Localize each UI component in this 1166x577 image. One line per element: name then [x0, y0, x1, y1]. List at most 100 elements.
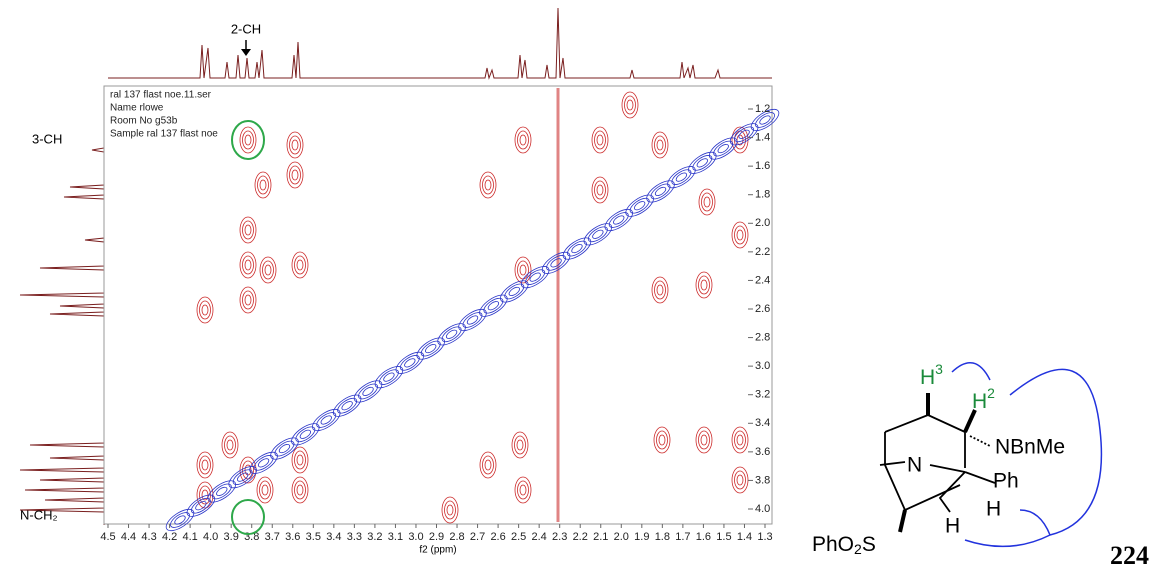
x-tick-label: 1.9 — [634, 531, 649, 543]
annotation: N-CH₂ — [20, 507, 58, 522]
atom-label: H — [945, 515, 960, 538]
cross-peak — [624, 95, 636, 115]
cross-peak — [201, 304, 209, 316]
x-tick-label: 4.4 — [121, 531, 136, 543]
diagonal-peak — [216, 486, 228, 497]
diagonal-peak — [383, 372, 395, 382]
x-tick-label: 2.0 — [614, 531, 629, 543]
cross-peak — [291, 476, 309, 504]
x-tick-label: 4.2 — [162, 531, 177, 543]
x-tick-label: 1.3 — [757, 531, 772, 543]
compound-number: 224 — [1110, 541, 1149, 570]
cross-peak — [254, 171, 272, 199]
annotation: 2-CH — [231, 21, 261, 36]
x-tick-label: 2.5 — [511, 531, 526, 543]
diagonal-peak — [717, 143, 729, 154]
cross-peak — [656, 430, 668, 450]
cross-peak — [286, 131, 304, 159]
diagonal-peak — [165, 508, 195, 532]
cross-peak — [196, 481, 214, 509]
diagonal-peak — [613, 215, 625, 225]
cross-peak — [700, 434, 708, 446]
diagonal-peak — [654, 186, 667, 197]
diagonal-peak — [257, 458, 270, 468]
cross-peak — [734, 225, 746, 245]
diagonal-peak — [353, 380, 383, 403]
diagonal-peak — [358, 383, 378, 400]
cross-peak — [291, 169, 299, 181]
x-tick-label: 2.3 — [552, 531, 567, 543]
cross-peak — [479, 171, 497, 199]
x-tick-label: 1.8 — [655, 531, 670, 543]
cross-peak — [516, 439, 524, 451]
x-tick-label: 3.6 — [285, 531, 300, 543]
cross-peak — [259, 179, 267, 191]
diagonal-peak — [404, 358, 416, 368]
cross-peak — [242, 130, 254, 150]
arrow-head — [241, 49, 251, 56]
diagonal-peak — [625, 194, 654, 217]
diagonal-peak — [604, 208, 633, 232]
x-tick-label: 4.0 — [203, 531, 218, 543]
cross-peak — [294, 480, 306, 500]
cross-peak — [196, 296, 214, 324]
cross-peak — [479, 451, 497, 479]
diagonal-peak — [395, 351, 425, 374]
peaks — [165, 91, 780, 532]
diagonal-peak — [207, 480, 237, 503]
atom-label: H3 — [920, 361, 943, 389]
diagonal-peak — [696, 158, 708, 168]
left-projection — [19, 95, 105, 525]
noe-arc — [951, 362, 991, 381]
diagonal-peak — [729, 123, 759, 146]
diagonal-peak — [479, 294, 508, 317]
cross-peak — [514, 126, 532, 154]
diagonal-peak — [500, 280, 529, 303]
y-tick-label: 2.0 — [755, 217, 770, 229]
diagonal-peak — [420, 340, 441, 357]
x-tick-label: 3.0 — [408, 531, 423, 543]
diagonal-peak — [458, 308, 487, 332]
diagonal-peak — [487, 301, 500, 311]
diagonal-peak — [341, 401, 353, 411]
bond — [938, 471, 996, 513]
cross-peak — [196, 451, 214, 479]
x-tick-label: 2.7 — [470, 531, 485, 543]
x-tick-label: 1.7 — [675, 531, 690, 543]
diagonal-peak — [520, 266, 550, 289]
cross-peak — [731, 426, 749, 454]
cross-peak — [296, 454, 304, 466]
top-projection — [108, 7, 772, 80]
plot-frame — [103, 85, 773, 525]
diagonal-peak — [667, 166, 696, 189]
diagonal-peak — [567, 240, 587, 257]
y-tick-label: 1.6 — [755, 160, 770, 172]
bond — [963, 409, 977, 433]
x-tick-label: 2.4 — [532, 531, 547, 543]
cross-peak — [294, 450, 306, 470]
diagonal-peak — [650, 183, 671, 200]
cross-peak — [594, 180, 606, 200]
diagonal-peak — [291, 423, 320, 446]
diagonal-peak — [441, 326, 462, 343]
y-tick-label: 1.2 — [755, 103, 770, 115]
cross-peak — [621, 91, 639, 119]
y-tick-label: 2.2 — [755, 246, 770, 258]
diagonal-peak — [332, 394, 362, 417]
x-tick-label: 3.3 — [347, 531, 362, 543]
bond — [879, 461, 966, 473]
cross-peak — [259, 480, 271, 500]
x-tick-label: 2.1 — [593, 531, 608, 543]
diagonal-peak — [483, 297, 504, 314]
cross-peak — [484, 179, 492, 191]
x-tick-label: 1.4 — [737, 531, 752, 543]
atom: S — [862, 533, 876, 556]
bond — [884, 414, 966, 468]
cross-peak — [734, 430, 746, 450]
x-tick-label: 4.3 — [141, 531, 156, 543]
diagonal-peak — [583, 223, 613, 246]
diagonal-peak — [445, 329, 458, 339]
x-tick-label: 1.5 — [716, 531, 731, 543]
cross-peak — [698, 275, 710, 295]
cross-peak — [695, 271, 713, 299]
